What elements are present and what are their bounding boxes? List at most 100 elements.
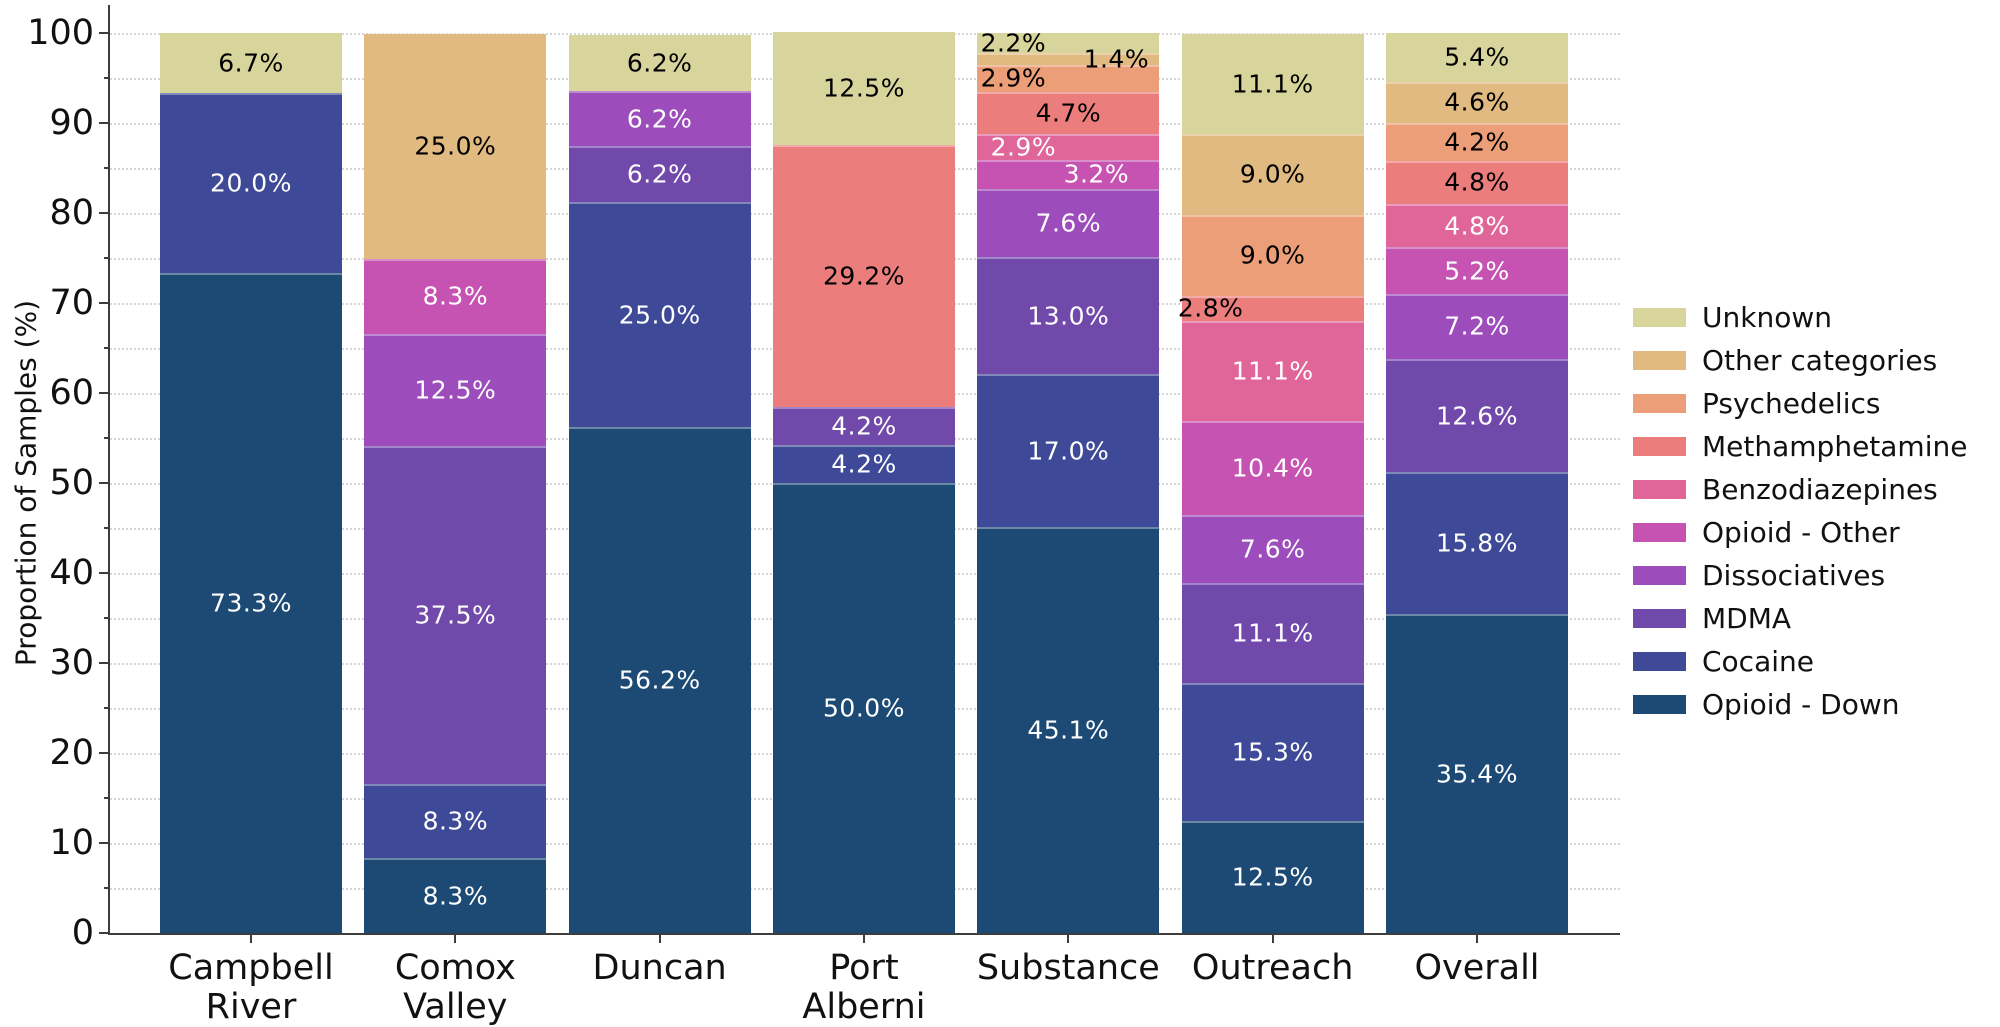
segment-value-label: 4.8%	[1444, 211, 1510, 241]
bar-segment	[1181, 682, 1364, 821]
bar-segment	[772, 407, 955, 446]
x-tick	[454, 935, 457, 943]
legend-swatch	[1633, 695, 1686, 714]
segment-value-label: 2.8%	[1177, 293, 1244, 323]
segment-value-label: 6.2%	[626, 104, 693, 133]
bar-comox-valley	[364, 33, 547, 933]
segment-value-label: 4.2%	[831, 449, 897, 479]
y-tick	[104, 617, 110, 619]
segment-value-label: 35.4%	[1436, 759, 1518, 789]
legend-item: Methamphetamine	[1633, 425, 1967, 468]
y-axis-line	[108, 5, 110, 934]
segment-value-label: 6.7%	[218, 48, 284, 78]
legend-swatch	[1633, 308, 1686, 327]
bar-segment	[1385, 204, 1568, 248]
legend-item: Psychedelics	[1633, 382, 1967, 425]
bar-segment	[977, 52, 1160, 66]
segment-value-label: 73.3%	[210, 588, 292, 618]
y-tick	[99, 32, 110, 34]
bar-segment	[977, 374, 1160, 528]
y-tick-label: 90	[49, 103, 94, 143]
legend-item: Unknown	[1633, 296, 1967, 339]
legend-swatch	[1633, 480, 1686, 499]
y-tick-label: 50	[49, 463, 94, 503]
bar-segment	[1385, 160, 1568, 204]
segment-value-label: 4.7%	[1035, 98, 1102, 128]
bar-segment	[568, 90, 751, 147]
x-tick-label: Overall	[1414, 948, 1540, 988]
segment-value-label: 9.0%	[1239, 240, 1306, 270]
segment-value-label: 2.2%	[980, 28, 1047, 58]
segment-value-label: 20.0%	[210, 168, 292, 198]
x-axis-line	[108, 933, 1620, 935]
segment-value-label: 25.0%	[618, 300, 701, 330]
bar-segment	[568, 202, 751, 428]
legend-item: Cocaine	[1633, 640, 1967, 683]
y-tick	[99, 842, 110, 844]
legend: Unknown Other categories Psychedelics Metha…	[1633, 296, 1967, 726]
bar-segment	[568, 146, 751, 203]
segment-value-label: 8.3%	[422, 881, 489, 911]
y-tick	[104, 797, 110, 799]
segment-value-label: 11.1%	[1231, 356, 1314, 386]
y-tick	[99, 482, 110, 484]
segment-value-label: 8.3%	[422, 281, 489, 311]
legend-item: Dissociatives	[1633, 554, 1967, 597]
legend-swatch	[1633, 437, 1686, 456]
y-tick	[104, 707, 110, 709]
segment-value-label: 10.4%	[1231, 453, 1314, 483]
bar-segment	[1181, 214, 1364, 296]
legend-swatch	[1633, 394, 1686, 413]
y-tick-label: 80	[49, 193, 94, 233]
legend-swatch	[1633, 652, 1686, 671]
x-tick	[862, 935, 865, 943]
legend-label: Opioid - Other	[1702, 516, 1900, 549]
bar-outreach	[1181, 33, 1364, 933]
legend-swatch	[1633, 566, 1686, 585]
segment-value-label: 4.8%	[1444, 167, 1510, 197]
y-tick	[99, 932, 110, 934]
segment-value-label: 4.2%	[1444, 127, 1510, 157]
legend-swatch	[1633, 523, 1686, 542]
legend-item: MDMA	[1633, 597, 1967, 640]
bar-segment	[568, 427, 751, 933]
y-tick-label: 30	[49, 643, 94, 683]
bar-segment	[364, 446, 547, 784]
legend-item: Opioid - Down	[1633, 683, 1967, 726]
segment-value-label: 12.5%	[414, 375, 497, 405]
legend-label: Dissociatives	[1702, 559, 1886, 592]
y-tick	[99, 302, 110, 304]
bar-segment	[977, 159, 1160, 189]
bar-segment	[1385, 294, 1568, 359]
y-tick	[99, 212, 110, 214]
bar-segment	[1181, 420, 1364, 515]
legend-item: Other categories	[1633, 339, 1967, 382]
bar-duncan	[568, 33, 751, 933]
y-tick	[99, 752, 110, 754]
y-tick-label: 0	[71, 913, 94, 953]
segment-value-label: 15.3%	[1231, 737, 1314, 767]
segment-value-label: 1.4%	[1083, 44, 1150, 74]
bar-segment	[568, 34, 751, 91]
bar-segment	[364, 333, 547, 447]
bar-segment	[977, 91, 1160, 134]
segment-value-label: 3.2%	[1063, 159, 1130, 189]
bar-segment	[977, 188, 1160, 258]
segment-value-label: 13.0%	[1027, 301, 1110, 331]
bar-segment	[160, 93, 342, 274]
y-tick	[99, 392, 110, 394]
segment-value-label: 2.9%	[990, 132, 1057, 162]
segment-value-label: 50.0%	[823, 693, 905, 723]
bar-segment	[1385, 123, 1568, 161]
y-tick-label: 70	[49, 283, 94, 323]
legend-label: Cocaine	[1702, 645, 1814, 678]
segment-value-label: 45.1%	[1027, 715, 1110, 745]
bar-overall	[1385, 33, 1568, 933]
segment-value-label: 12.6%	[1436, 401, 1518, 430]
bar-segment	[1181, 321, 1364, 421]
bar-segment	[977, 65, 1160, 92]
x-tick-label: Outreach	[1191, 948, 1354, 988]
y-tick	[104, 77, 110, 79]
bar-segment	[772, 445, 955, 483]
legend-label: Methamphetamine	[1702, 430, 1968, 463]
